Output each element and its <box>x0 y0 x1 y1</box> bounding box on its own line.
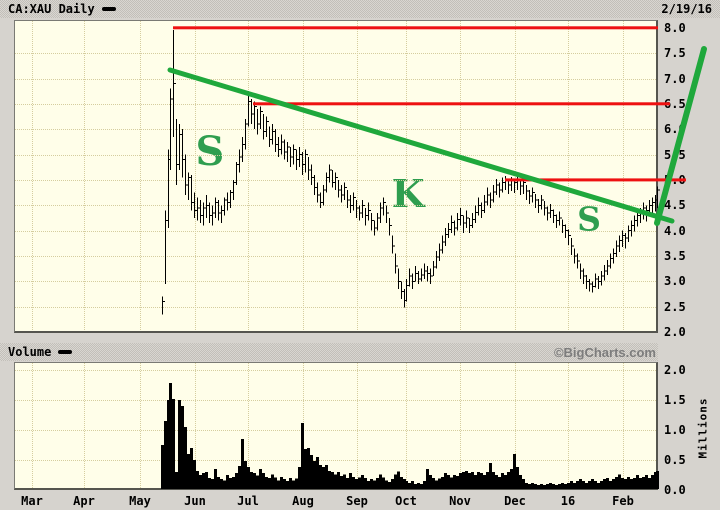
volume-tick-label: 0.5 <box>664 453 686 467</box>
volume-tick-label: 2.0 <box>664 363 686 377</box>
price-tick-label: 4.0 <box>664 223 686 238</box>
month-label: Aug <box>292 494 314 508</box>
volume-tick-label: 1.5 <box>664 393 686 407</box>
volume-unit-label: Millions <box>696 397 710 459</box>
price-tick-label: 7.5 <box>664 46 686 61</box>
month-label: Mar <box>21 494 43 508</box>
month-label: Nov <box>449 494 471 508</box>
price-tick-label: 7.0 <box>664 71 686 86</box>
price-tick-label: 6.5 <box>664 96 686 111</box>
price-tick-label: 3.0 <box>664 274 686 289</box>
volume-title-group: Volume <box>0 345 73 359</box>
month-label: Apr <box>73 494 95 508</box>
month-label: Jul <box>237 494 259 508</box>
price-tick-label: 2.0 <box>664 325 686 339</box>
volume-plot-area <box>14 362 658 490</box>
price-tick-label: 5.5 <box>664 147 686 162</box>
volume-tick-label: 0.0 <box>664 483 686 497</box>
price-tick-label: 8.0 <box>664 20 686 35</box>
volume-pane-header: Volume ©BigCharts.com <box>0 343 658 361</box>
symbol-title-group: CA:XAU Daily <box>0 2 116 16</box>
price-pane-header: CA:XAU Daily 2/19/16 <box>0 0 720 18</box>
price-tick-label: 3.5 <box>664 248 686 263</box>
month-label: Dec <box>504 494 526 508</box>
volume-series-legend-dash-icon <box>58 350 73 354</box>
price-plot-area <box>14 20 658 333</box>
pattern-letter-s: S <box>195 128 225 175</box>
volume-label: Volume <box>8 345 52 359</box>
pattern-letter-s: S <box>577 199 601 239</box>
price-tick-label: 4.5 <box>664 198 686 213</box>
month-label: Sep <box>346 494 368 508</box>
month-label: Jun <box>184 494 206 508</box>
price-series-legend-dash-icon <box>101 7 116 11</box>
pattern-letter-k: K <box>391 171 425 216</box>
price-tick-label: 5.0 <box>664 172 686 187</box>
chart-date: 2/19/16 <box>661 2 712 16</box>
bigcharts-watermark: ©BigCharts.com <box>553 345 656 360</box>
month-label: Oct <box>395 494 417 508</box>
month-label: 16 <box>560 494 576 508</box>
price-tick-label: 2.5 <box>664 299 686 314</box>
symbol-title: CA:XAU Daily <box>8 2 95 16</box>
month-label: May <box>129 494 151 508</box>
price-tick-label: 6.0 <box>664 122 686 137</box>
volume-tick-label: 1.0 <box>664 423 686 437</box>
month-label: Feb <box>612 494 634 508</box>
